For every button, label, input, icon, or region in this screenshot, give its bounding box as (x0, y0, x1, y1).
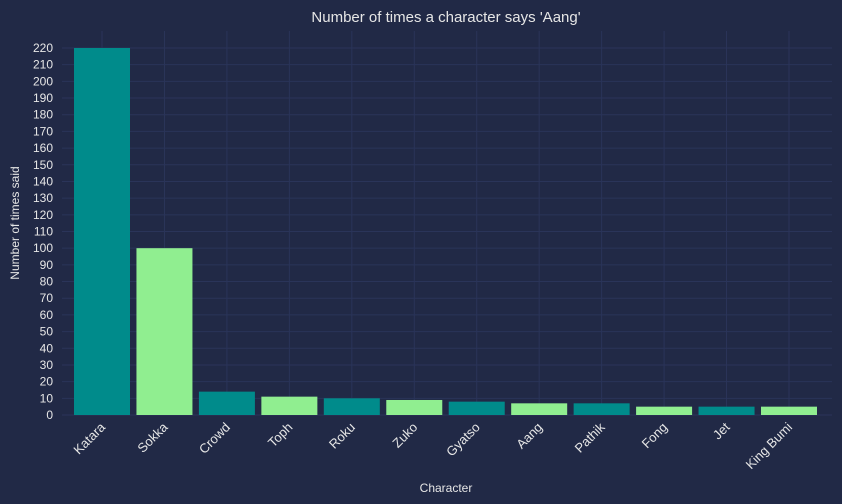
y-tick-label: 20 (40, 375, 54, 389)
y-tick-label: 120 (33, 208, 53, 222)
x-tick-label: Pathik (572, 419, 609, 456)
bar-pathik (573, 403, 630, 415)
x-tick-label: Sokka (134, 419, 171, 456)
y-axis-ticks: 0 10 20 30 40 50 60 70 80 90 100 110 120 130 140 150 160… (33, 41, 53, 422)
y-tick-label: 40 (40, 341, 54, 355)
y-tick-label: 100 (33, 241, 53, 255)
x-tick-label: Zuko (389, 420, 420, 451)
bar-king-bumi (761, 406, 817, 415)
bar-zuko (386, 399, 443, 415)
x-axis-ticks: Katara Sokka Crowd Toph Roku Zuko Gyatso Aang Pa… (70, 419, 795, 472)
y-tick-label: 160 (33, 141, 53, 155)
bar-katara (74, 48, 130, 415)
y-tick-label: 170 (33, 124, 53, 138)
y-tick-label: 210 (33, 58, 53, 72)
bar-crowd (198, 391, 255, 415)
y-tick-label: 70 (40, 291, 54, 305)
y-tick-label: 10 (40, 391, 54, 405)
bar-toph (261, 396, 318, 415)
y-tick-label: 50 (40, 325, 54, 339)
y-tick-label: 200 (33, 74, 53, 88)
bar-gyatso (448, 401, 505, 415)
y-tick-label: 80 (40, 275, 54, 289)
y-tick-label: 110 (34, 225, 53, 239)
x-tick-label: Fong (639, 420, 671, 452)
x-tick-label: Aang (513, 420, 545, 452)
bar-jet (698, 406, 755, 415)
y-tick-label: 60 (40, 308, 54, 322)
x-axis-label: Character (420, 481, 473, 495)
x-tick-label: King Bumi (743, 419, 796, 472)
y-axis-label: Number of times said (8, 166, 22, 279)
bar-roku (323, 398, 380, 415)
x-tick-label: Katara (70, 419, 108, 457)
y-tick-label: 180 (33, 108, 53, 122)
x-tick-label: Toph (265, 420, 296, 451)
bar-sokka (136, 248, 193, 415)
bar-aang (511, 403, 568, 415)
y-tick-label: 150 (33, 158, 53, 172)
y-tick-label: 0 (46, 408, 53, 422)
x-tick-label: Roku (326, 420, 358, 452)
bar-fong (636, 406, 693, 415)
x-tick-label: Jet (710, 419, 733, 442)
y-tick-label: 190 (33, 91, 53, 105)
x-tick-label: Crowd (196, 420, 233, 457)
chart-title: Number of times a character says 'Aang' (311, 9, 580, 26)
x-tick-label: Gyatso (443, 420, 483, 460)
y-tick-label: 140 (33, 174, 53, 188)
bars (74, 48, 817, 415)
y-tick-label: 30 (40, 358, 54, 372)
y-tick-label: 90 (40, 258, 54, 272)
y-tick-label: 220 (33, 41, 53, 55)
y-tick-label: 130 (33, 191, 53, 205)
